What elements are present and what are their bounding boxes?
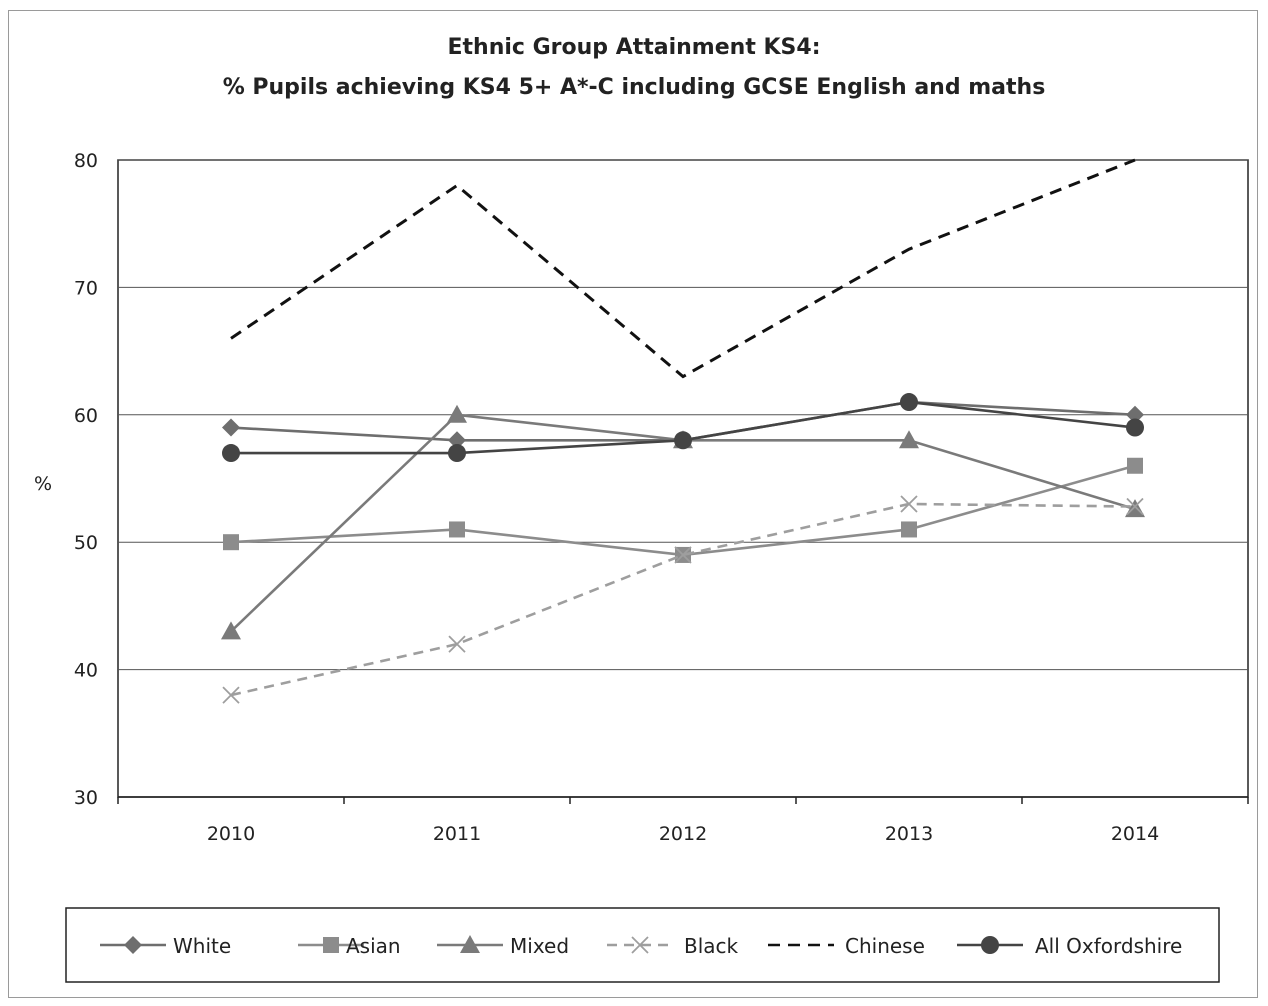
triangle-marker bbox=[899, 430, 919, 449]
x-marker bbox=[222, 686, 240, 704]
y-tick-label: 30 bbox=[74, 787, 98, 809]
legend-item-chinese: Chinese bbox=[768, 934, 925, 958]
series-all-oxfordshire bbox=[222, 393, 1144, 463]
series-black bbox=[222, 495, 1144, 704]
circle-marker bbox=[222, 444, 240, 463]
x-tick-label: 2010 bbox=[207, 823, 255, 845]
chart-title-block: Ethnic Group Attainment KS4: % Pupils ac… bbox=[0, 28, 1268, 108]
legend-label: All Oxfordshire bbox=[1035, 934, 1182, 958]
x-marker bbox=[674, 546, 692, 564]
series-line-chinese bbox=[230, 158, 1136, 379]
axes: 30 40 50 60 70 80 2010 2011 2012 2013 2014 bbox=[74, 150, 1249, 845]
triangle-marker bbox=[460, 935, 480, 953]
legend-item-mixed: Mixed bbox=[437, 934, 569, 958]
circle-marker bbox=[448, 444, 466, 463]
y-tick-label: 50 bbox=[74, 532, 98, 554]
plot-area bbox=[117, 159, 1249, 798]
diamond-marker bbox=[222, 418, 240, 437]
circle-marker bbox=[674, 431, 692, 450]
y-tick-label: 40 bbox=[74, 660, 98, 682]
legend: White Asian Mixed Black Chinese All Oxfordshi… bbox=[65, 907, 1220, 983]
x-marker bbox=[631, 936, 649, 954]
chart-title: Ethnic Group Attainment KS4: bbox=[447, 35, 821, 60]
legend-item-all-oxfordshire: All Oxfordshire bbox=[957, 934, 1182, 958]
legend-label: Chinese bbox=[845, 934, 925, 958]
x-tick-label: 2011 bbox=[433, 823, 481, 845]
square-marker bbox=[223, 534, 239, 551]
x-tick-label: 2013 bbox=[885, 823, 933, 845]
diamond-marker bbox=[1126, 405, 1144, 424]
square-marker bbox=[449, 521, 465, 538]
x-marker bbox=[448, 635, 466, 653]
plot-border bbox=[117, 159, 1249, 798]
square-marker bbox=[901, 521, 917, 538]
diamond-marker bbox=[124, 936, 142, 954]
circle-marker bbox=[1126, 418, 1144, 437]
y-tick-label: 60 bbox=[74, 405, 98, 427]
x-marker bbox=[900, 495, 918, 513]
series-line-black bbox=[230, 502, 1136, 697]
x-marker bbox=[1126, 497, 1144, 516]
x-tick-label: 2014 bbox=[1111, 823, 1159, 845]
legend-item-white: White bbox=[100, 934, 231, 958]
x-tick-label: 2012 bbox=[659, 823, 707, 845]
series-layer bbox=[221, 158, 1145, 704]
legend-label: Asian bbox=[346, 934, 401, 958]
circle-marker bbox=[900, 393, 918, 412]
legend-item-asian: Asian bbox=[298, 934, 401, 958]
y-tick-label: 80 bbox=[74, 150, 98, 172]
square-marker bbox=[323, 937, 339, 953]
triangle-marker bbox=[447, 404, 467, 423]
chart-subtitle: % Pupils achieving KS4 5+ A*-C including… bbox=[222, 75, 1046, 100]
triangle-marker bbox=[221, 621, 241, 640]
diamond-marker bbox=[448, 431, 466, 450]
legend-label: White bbox=[173, 934, 231, 958]
series-chinese bbox=[230, 158, 1136, 379]
square-marker bbox=[1127, 457, 1143, 474]
y-axis-label: % bbox=[34, 473, 52, 495]
y-tick-label: 70 bbox=[74, 277, 98, 299]
circle-marker bbox=[981, 936, 999, 954]
legend-label: Mixed bbox=[510, 934, 569, 958]
legend-item-black: Black bbox=[607, 934, 739, 958]
legend-label: Black bbox=[684, 934, 739, 958]
